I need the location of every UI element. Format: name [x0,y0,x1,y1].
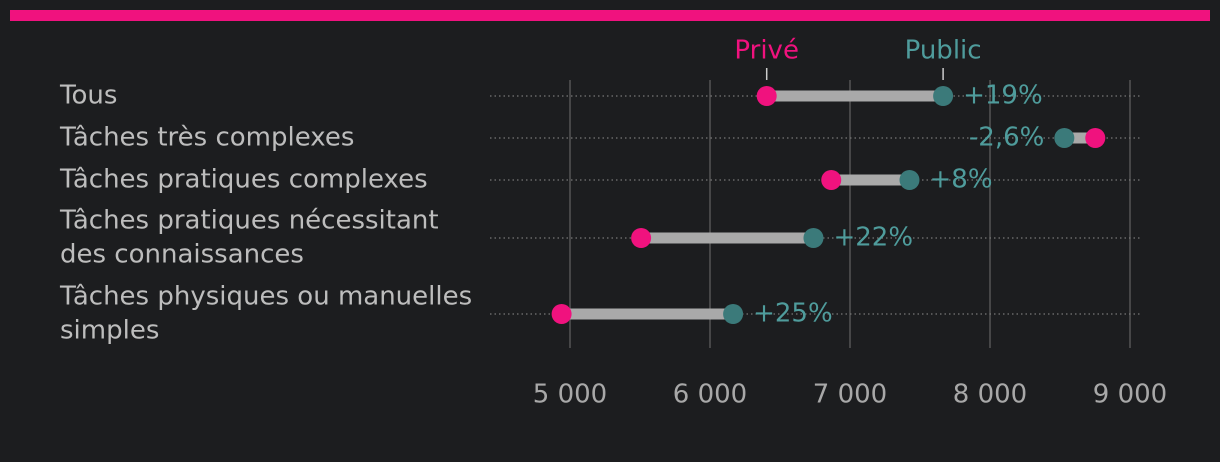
change-label: +22% [833,223,913,253]
prive-dot [631,228,652,248]
public-dot [1054,128,1075,148]
accent-bar [10,10,1210,21]
category-label: simples [60,316,159,346]
x-axis: 5 000 6 000 7 000 8 000 9 000 [533,380,1167,410]
row: Tâches pratiques nécessitant des connaiss… [59,206,1140,270]
change-label: +8% [930,165,993,195]
category-label: Tâches très complexes [59,123,354,153]
rows: Tous +19%Tâches très complexes -2,6%Tâches… [59,81,1140,346]
public-dot [899,170,920,190]
prive-dot [1085,128,1106,148]
category-label: des connaissances [60,240,304,270]
prive-dot [551,304,572,324]
gridlines [569,80,1131,348]
row: Tâches pratiques complexes +8% [59,165,1140,195]
row: Tâches physiques ou manuelles simples +25% [59,282,1140,346]
category-label: Tous [59,81,117,111]
x-tick-label: 5 000 [533,380,607,410]
category-label: Tâches pratiques complexes [59,165,428,195]
legend-public: Public [905,36,982,66]
prive-dot [756,86,777,106]
category-label: Tâches physiques ou manuelles [59,282,472,312]
public-dot [803,228,824,248]
x-tick-label: 9 000 [1093,380,1167,410]
legend-prive: Privé [734,36,799,66]
change-label: +19% [963,81,1043,111]
row: Tous +19% [59,81,1140,111]
public-dot [723,304,744,324]
row: Tâches très complexes -2,6% [59,123,1140,153]
x-tick-label: 6 000 [673,380,747,410]
category-label: Tâches pratiques nécessitant [59,206,439,236]
x-tick-label: 7 000 [813,380,887,410]
change-label: +25% [753,299,833,329]
legend: Privé Public [734,36,982,80]
change-label: -2,6% [969,123,1044,153]
public-dot [933,86,954,106]
x-tick-label: 8 000 [953,380,1027,410]
prive-dot [821,170,842,190]
